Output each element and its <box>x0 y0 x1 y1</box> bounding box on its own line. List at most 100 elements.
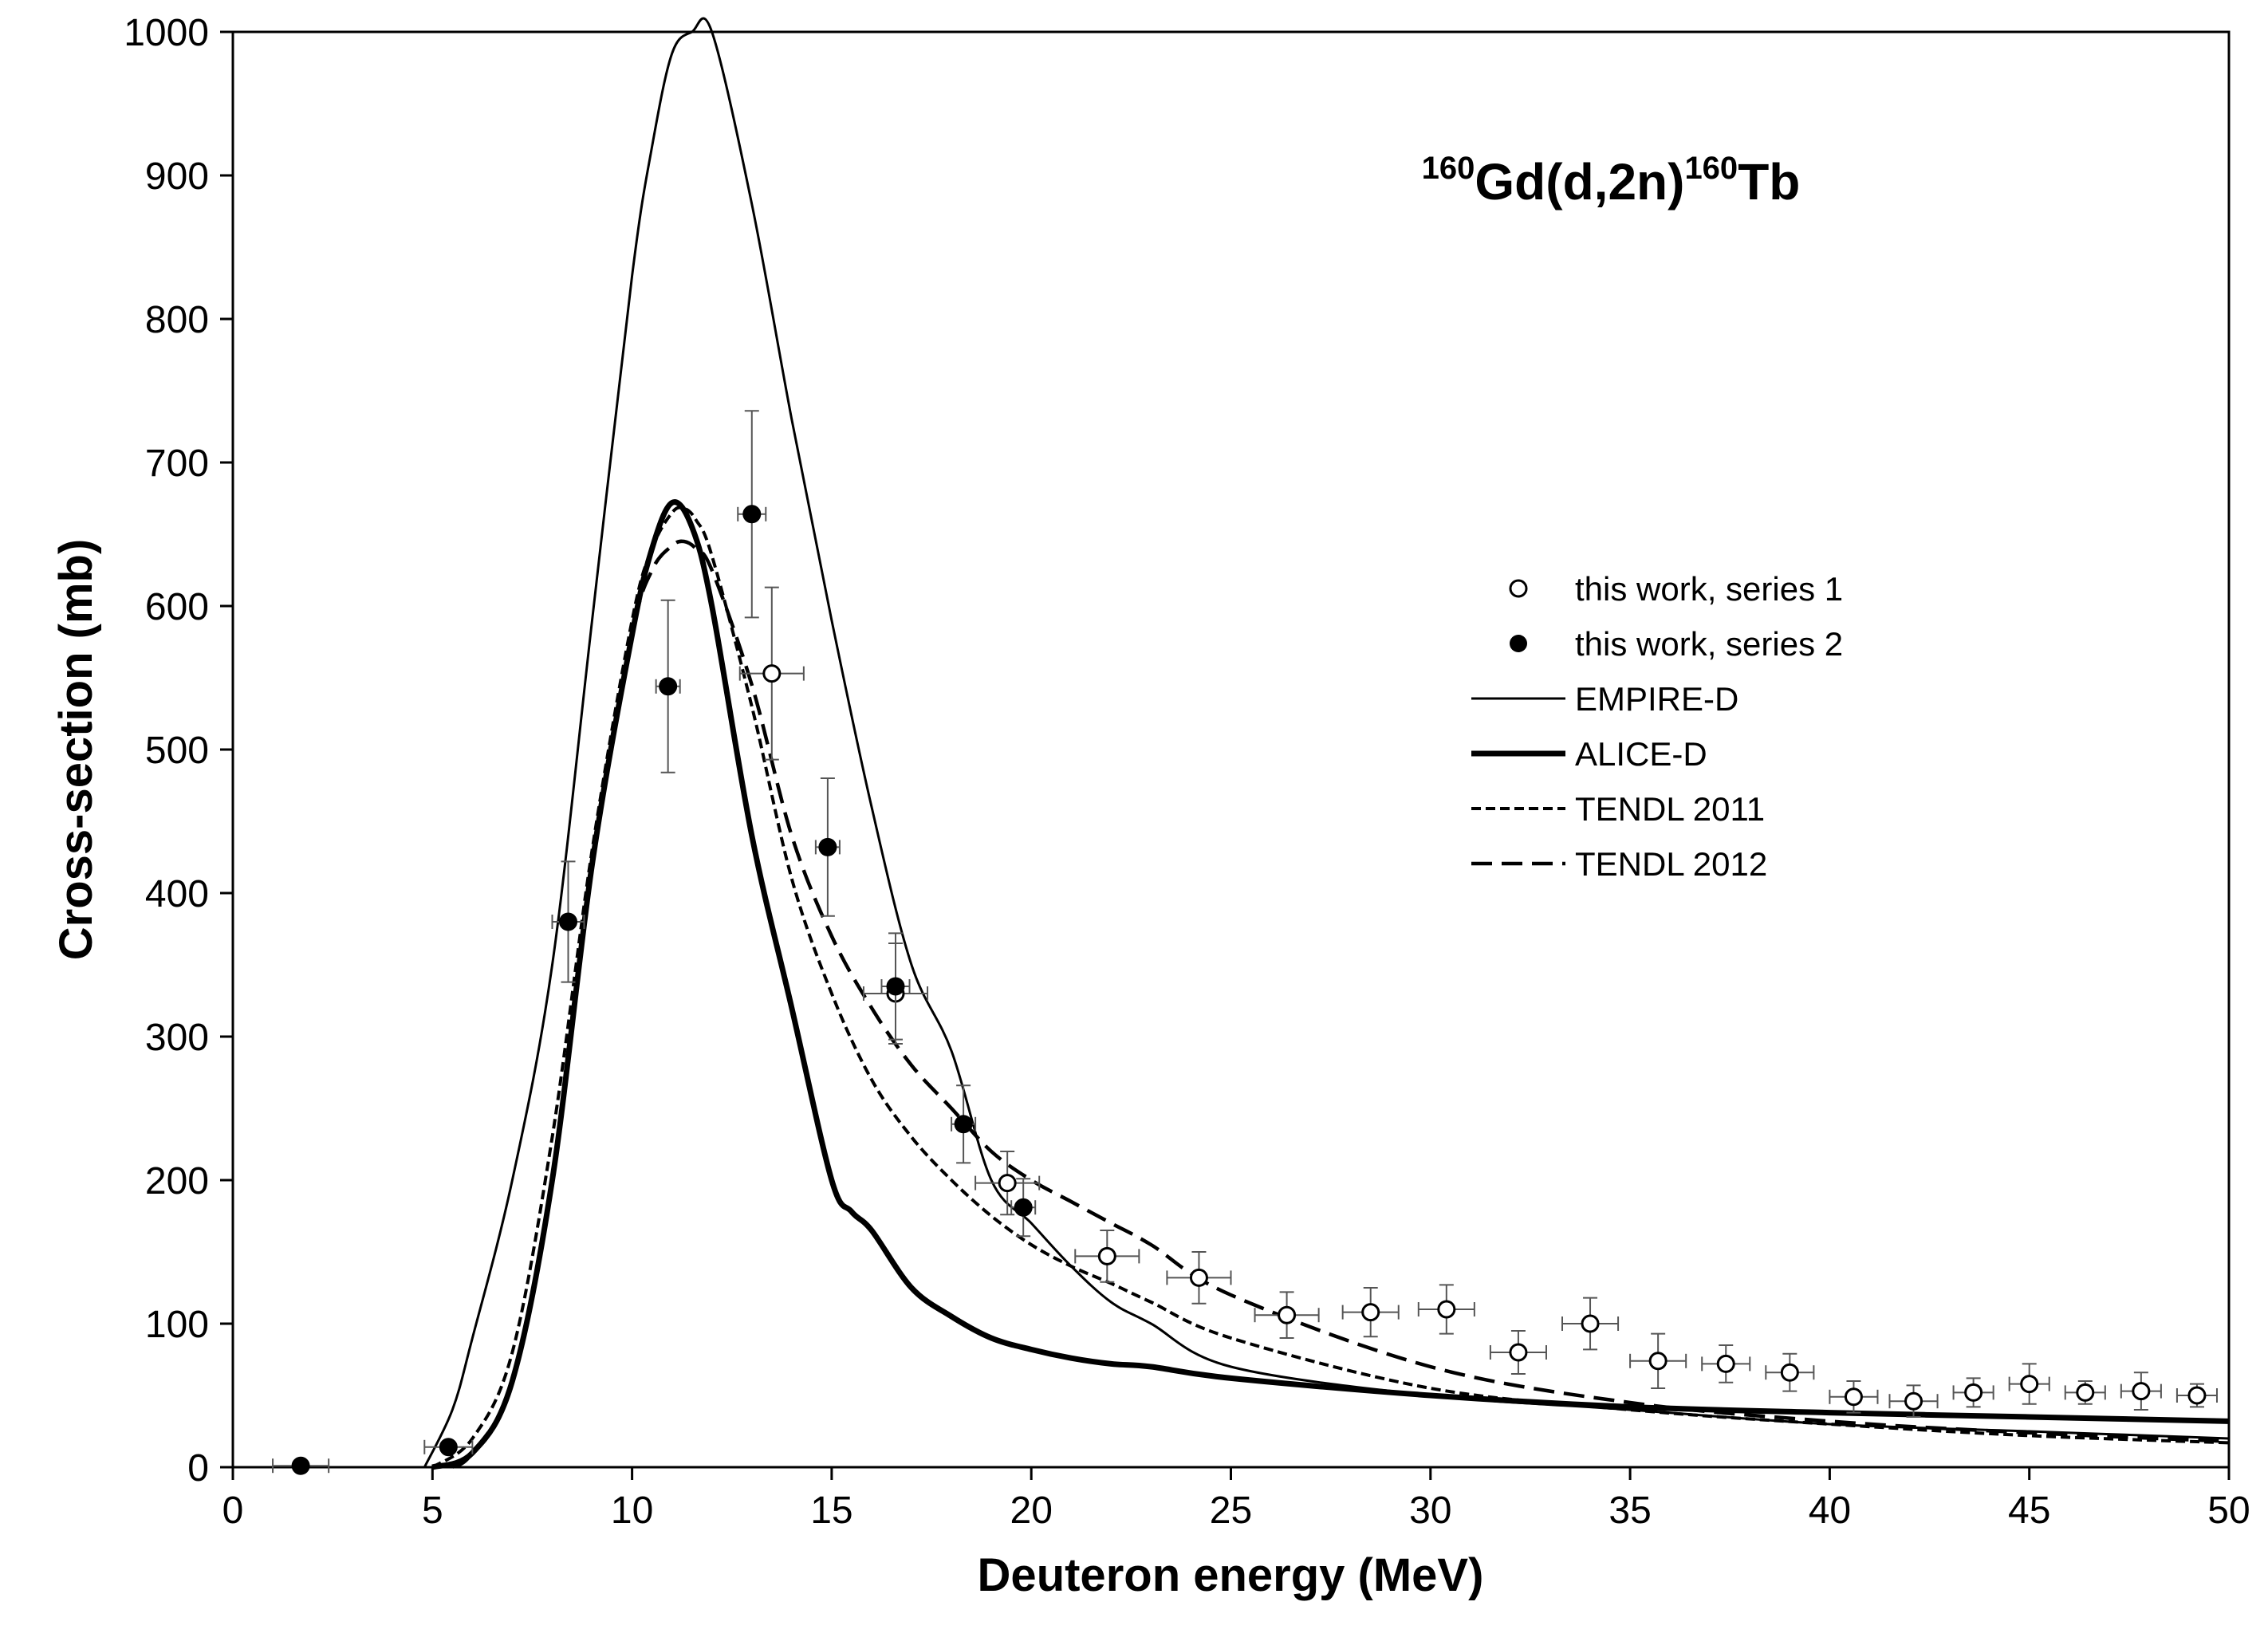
legend: this work, series 1 this work, series 2 EM… <box>1471 570 1843 883</box>
open-circle-marker <box>2187 1386 2207 1405</box>
point-this-work-series-1-5 <box>1254 1291 1320 1339</box>
y-axis: 0 100 200 300 400 500 600 700 800 900 1000 <box>124 12 233 1490</box>
y-tick-label-100: 100 <box>145 1304 209 1346</box>
open-circle-marker <box>998 1174 1017 1193</box>
point-this-work-series-1-19 <box>2175 1383 2218 1408</box>
open-circle-marker <box>762 664 782 683</box>
point-this-work-series-1-16 <box>2008 1363 2050 1405</box>
open-circle-marker <box>1189 1268 1208 1287</box>
model-curves <box>423 17 2230 1470</box>
open-circle-marker <box>1648 1352 1668 1371</box>
point-this-work-series-2-8 <box>1010 1178 1037 1238</box>
y-tick-label-300: 300 <box>145 1017 209 1059</box>
filled-circle-marker <box>954 1115 973 1134</box>
point-this-work-series-1-6 <box>1341 1287 1400 1338</box>
y-axis-title: Cross-section (mb) <box>50 539 102 961</box>
open-circle-marker <box>1581 1314 1600 1333</box>
point-this-work-series-1-14 <box>1888 1384 1939 1418</box>
legend-item-this-work-series-2: this work, series 2 <box>1510 625 1843 663</box>
data-points <box>272 410 2218 1475</box>
open-circle-marker <box>1361 1303 1380 1322</box>
filled-circle-marker <box>742 505 762 524</box>
open-circle-marker <box>1844 1387 1863 1407</box>
point-this-work-series-2-4 <box>737 410 767 619</box>
legend-label-tendl-2011: TENDL 2011 <box>1575 790 1765 828</box>
x-axis-title: Deuteron energy (MeV) <box>978 1549 1484 1601</box>
open-circle-marker <box>1904 1391 1923 1411</box>
x-tick-label-35: 35 <box>1608 1490 1651 1532</box>
open-circle-marker <box>1509 1343 1528 1362</box>
y-tick-label-400: 400 <box>145 873 209 915</box>
x-axis: 0 5 10 15 20 25 30 35 40 45 50 <box>222 1467 2250 1532</box>
filled-circle-marker <box>291 1456 310 1475</box>
x-tick-label-15: 15 <box>810 1490 852 1532</box>
chart-title: 160Gd(d,2n)160Tb <box>1422 151 1801 211</box>
point-this-work-series-2-3 <box>655 599 681 773</box>
point-this-work-series-1-4 <box>1166 1251 1232 1305</box>
filled-circle-marker <box>1014 1198 1033 1217</box>
open-circle-marker <box>1278 1305 1297 1324</box>
open-circle-marker <box>1964 1383 1983 1402</box>
point-this-work-series-1-2 <box>975 1151 1041 1216</box>
point-this-work-series-2-1 <box>423 1438 474 1457</box>
point-this-work-series-1-3 <box>1074 1230 1140 1283</box>
y-tick-label-200: 200 <box>145 1160 209 1202</box>
y-tick-label-1000: 1000 <box>124 12 209 54</box>
x-tick-label-50: 50 <box>2207 1490 2250 1532</box>
x-tick-label-30: 30 <box>1409 1490 1451 1532</box>
legend-item-tendl-2011: TENDL 2011 <box>1471 790 1765 828</box>
point-this-work-series-1-8 <box>1489 1330 1547 1375</box>
open-circle-marker <box>1780 1363 1799 1382</box>
open-circle-marker <box>1716 1354 1735 1373</box>
point-this-work-series-1-0 <box>738 586 805 761</box>
legend-label-this-work-series-1: this work, series 1 <box>1575 570 1843 608</box>
y-tick-label-800: 800 <box>145 299 209 341</box>
legend-label-tendl-2012: TENDL 2012 <box>1575 845 1767 883</box>
legend-item-empire-d: EMPIRE-D <box>1471 680 1738 718</box>
open-circle-marker <box>2132 1382 2151 1401</box>
open-circle-marker <box>1097 1246 1116 1265</box>
point-this-work-series-1-15 <box>1952 1377 1994 1408</box>
point-this-work-series-1-17 <box>2064 1380 2106 1405</box>
x-tick-label-5: 5 <box>422 1490 443 1532</box>
legend-item-tendl-2012: TENDL 2012 <box>1471 845 1767 883</box>
point-this-work-series-2-5 <box>814 777 841 917</box>
legend-label-alice-d: ALICE-D <box>1575 735 1707 773</box>
point-this-work-series-1-18 <box>2120 1372 2162 1411</box>
legend-item-alice-d: ALICE-D <box>1471 735 1707 773</box>
curve-tendl-2012 <box>451 539 2230 1469</box>
point-this-work-series-2-2 <box>551 860 585 983</box>
x-tick-label-40: 40 <box>1809 1490 1851 1532</box>
x-tick-label-0: 0 <box>222 1490 244 1532</box>
legend-label-this-work-series-2: this work, series 2 <box>1575 625 1843 663</box>
filled-circle-marker <box>559 912 578 931</box>
y-tick-label-900: 900 <box>145 155 209 198</box>
open-circle-marker <box>2076 1383 2095 1402</box>
legend-swatch-this-work-series-2 <box>1510 635 1527 652</box>
x-tick-label-25: 25 <box>1210 1490 1252 1532</box>
y-tick-label-700: 700 <box>145 443 209 485</box>
point-this-work-series-1-9 <box>1561 1297 1620 1351</box>
x-tick-label-20: 20 <box>1010 1490 1053 1532</box>
point-this-work-series-1-13 <box>1829 1380 1879 1414</box>
legend-label-empire-d: EMPIRE-D <box>1575 680 1738 718</box>
x-tick-label-10: 10 <box>611 1490 653 1532</box>
x-tick-label-45: 45 <box>2008 1490 2050 1532</box>
point-this-work-series-2-6 <box>880 932 911 1041</box>
filled-circle-marker <box>659 677 678 696</box>
filled-circle-marker <box>439 1438 458 1457</box>
legend-item-this-work-series-1: this work, series 1 <box>1509 570 1843 608</box>
y-tick-label-600: 600 <box>145 586 209 628</box>
open-circle-marker <box>1437 1300 1456 1319</box>
point-this-work-series-1-12 <box>1765 1352 1815 1392</box>
open-circle-marker <box>2020 1375 2039 1394</box>
filled-circle-marker <box>818 837 837 856</box>
point-this-work-series-2-7 <box>951 1084 977 1164</box>
filled-circle-marker <box>886 977 905 996</box>
point-this-work-series-1-10 <box>1629 1332 1687 1389</box>
point-this-work-series-1-11 <box>1701 1344 1751 1383</box>
point-this-work-series-2-0 <box>272 1456 330 1475</box>
point-this-work-series-1-7 <box>1417 1284 1475 1335</box>
curve-empire-d <box>423 17 2230 1468</box>
